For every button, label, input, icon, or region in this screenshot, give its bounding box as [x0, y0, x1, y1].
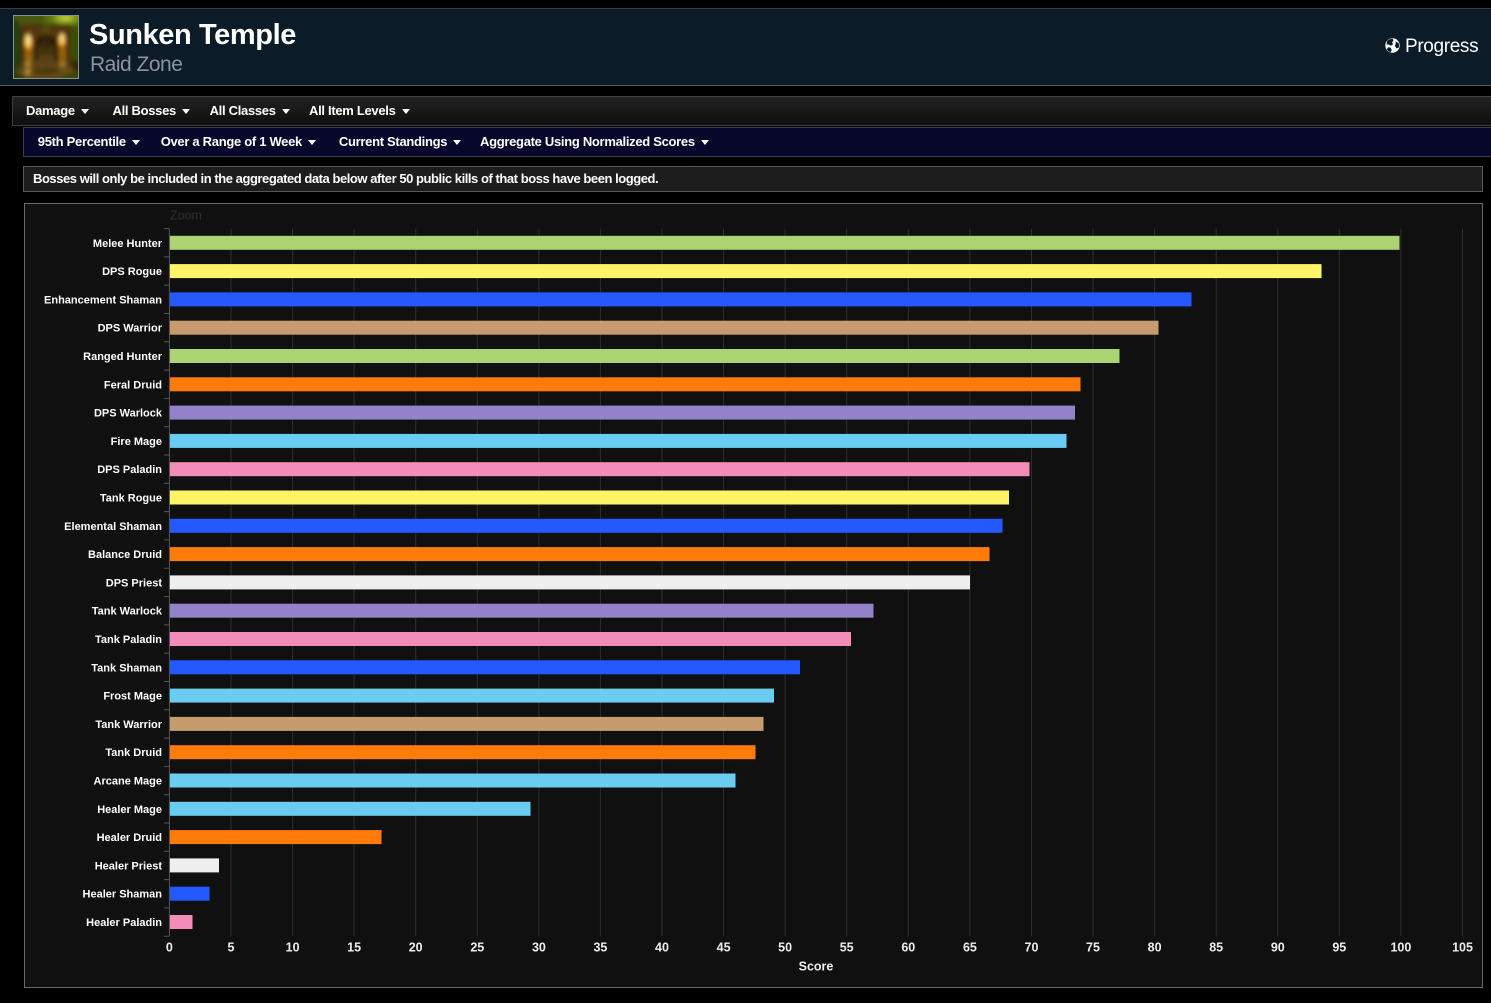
svg-text:Enhancement Shaman: Enhancement Shaman — [44, 294, 162, 306]
svg-text:Tank Druid: Tank Druid — [105, 747, 162, 759]
svg-text:85: 85 — [1209, 941, 1223, 955]
svg-text:Arcane Mage: Arcane Mage — [93, 776, 161, 788]
svg-text:80: 80 — [1147, 941, 1161, 955]
svg-text:Elemental Shaman: Elemental Shaman — [64, 521, 162, 533]
svg-text:Score: Score — [798, 960, 833, 974]
svg-text:40: 40 — [655, 941, 669, 955]
svg-text:Fire Mage: Fire Mage — [110, 436, 161, 448]
svg-text:35: 35 — [593, 941, 607, 955]
svg-text:DPS Paladin: DPS Paladin — [97, 464, 162, 476]
svg-text:Tank Warlock: Tank Warlock — [91, 606, 162, 618]
svg-text:Healer Priest: Healer Priest — [94, 860, 162, 872]
svg-text:50: 50 — [778, 941, 792, 955]
svg-text:Ranged Hunter: Ranged Hunter — [83, 351, 163, 363]
svg-text:45: 45 — [716, 941, 730, 955]
svg-text:75: 75 — [1086, 941, 1100, 955]
svg-text:Healer Druid: Healer Druid — [96, 832, 161, 844]
svg-text:Zoom: Zoom — [170, 209, 202, 223]
svg-text:70: 70 — [1024, 941, 1038, 955]
svg-text:30: 30 — [531, 941, 545, 955]
svg-text:0: 0 — [165, 941, 172, 955]
svg-text:Melee Hunter: Melee Hunter — [92, 238, 162, 250]
svg-text:DPS Priest: DPS Priest — [105, 577, 162, 589]
svg-text:Healer Paladin: Healer Paladin — [86, 917, 162, 929]
svg-text:Tank Rogue: Tank Rogue — [99, 493, 161, 505]
svg-text:Balance Druid: Balance Druid — [88, 549, 162, 561]
svg-text:Frost Mage: Frost Mage — [103, 691, 162, 703]
svg-text:10: 10 — [285, 941, 299, 955]
svg-text:Healer Mage: Healer Mage — [97, 804, 162, 816]
svg-text:105: 105 — [1452, 941, 1473, 955]
svg-text:25: 25 — [470, 941, 484, 955]
svg-text:15: 15 — [347, 941, 361, 955]
svg-text:Tank Warrior: Tank Warrior — [95, 719, 162, 731]
svg-text:65: 65 — [962, 941, 976, 955]
svg-text:20: 20 — [408, 941, 422, 955]
svg-text:Tank Shaman: Tank Shaman — [91, 662, 162, 674]
svg-text:5: 5 — [227, 941, 234, 955]
svg-text:55: 55 — [839, 941, 853, 955]
svg-text:Feral Druid: Feral Druid — [103, 379, 161, 391]
svg-text:DPS Rogue: DPS Rogue — [102, 266, 162, 278]
svg-text:90: 90 — [1270, 941, 1284, 955]
svg-text:100: 100 — [1390, 941, 1411, 955]
svg-text:60: 60 — [901, 941, 915, 955]
svg-text:95: 95 — [1332, 941, 1346, 955]
svg-text:DPS Warrior: DPS Warrior — [97, 323, 162, 335]
svg-text:DPS Warlock: DPS Warlock — [93, 408, 162, 420]
svg-text:Healer Shaman: Healer Shaman — [82, 889, 162, 901]
svg-text:Tank Paladin: Tank Paladin — [94, 634, 161, 646]
